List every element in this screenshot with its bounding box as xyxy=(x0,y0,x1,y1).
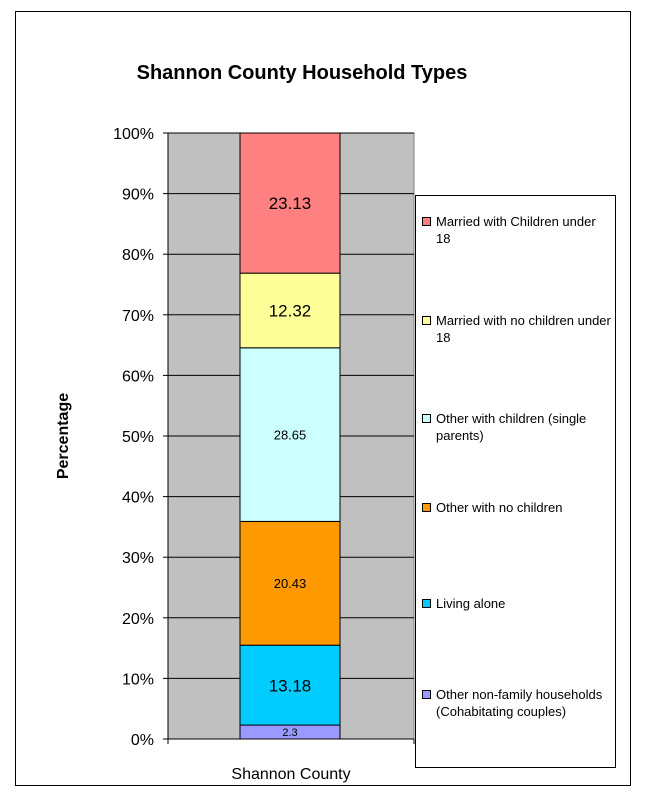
bar-data-labels: 2.3 13.18 20.43 28.65 12.32 23.13 xyxy=(269,194,312,739)
bar-segment xyxy=(239,272,341,349)
legend-label: Other with no children xyxy=(436,500,563,515)
bar-data-label: 13.18 xyxy=(269,676,312,695)
y-tick-label: 90% xyxy=(122,187,154,204)
bar-data-label: 2.3 xyxy=(282,727,297,739)
y-tick-label: 10% xyxy=(122,671,154,688)
bar-segments xyxy=(239,132,341,740)
legend-label: Married with Children under 18 xyxy=(436,214,596,246)
y-tick-label: 20% xyxy=(122,611,154,628)
bar-data-label: 23.13 xyxy=(269,194,312,213)
legend-label: Married with no children under 18 xyxy=(436,313,611,345)
legend-label: Other with children (single parents) xyxy=(436,411,587,443)
y-tick-label: 80% xyxy=(122,247,154,264)
y-tick-label: 100% xyxy=(113,126,154,143)
y-tick-label: 40% xyxy=(122,490,154,507)
legend-swatch xyxy=(422,414,431,423)
y-tick-label: 0% xyxy=(131,732,154,749)
legend-label: Living alone xyxy=(436,596,506,611)
y-axis-label: Percentage xyxy=(55,393,72,479)
bar-segment xyxy=(239,132,341,274)
bar-segment xyxy=(239,644,341,726)
y-tick-label: 70% xyxy=(122,308,154,325)
bar-data-label: 12.32 xyxy=(269,302,312,321)
legend-label: Other non-family households (Cohabitatin… xyxy=(436,687,603,719)
y-tick-label: 30% xyxy=(122,550,154,567)
bar-data-label: 28.65 xyxy=(274,427,307,442)
bar-data-label: 20.43 xyxy=(274,576,307,591)
legend: Married with Children under 18 Married wi… xyxy=(415,195,616,768)
x-category-label: Shannon County xyxy=(231,766,350,783)
y-tick-label: 50% xyxy=(122,429,154,446)
bar-segment xyxy=(239,520,341,646)
legend-swatch xyxy=(422,690,431,699)
bar-segment xyxy=(239,347,341,522)
legend-swatch xyxy=(422,503,431,512)
legend-swatch xyxy=(422,599,431,608)
y-tick-label: 60% xyxy=(122,368,154,385)
y-axis-ticks: 0% 10% 20% 30% 40% 50% 60% 70% 80% 90% 100% xyxy=(113,126,415,749)
chart-title: Shannon County Household Types xyxy=(137,62,468,84)
legend-swatch xyxy=(422,217,431,226)
legend-swatch xyxy=(422,316,431,325)
